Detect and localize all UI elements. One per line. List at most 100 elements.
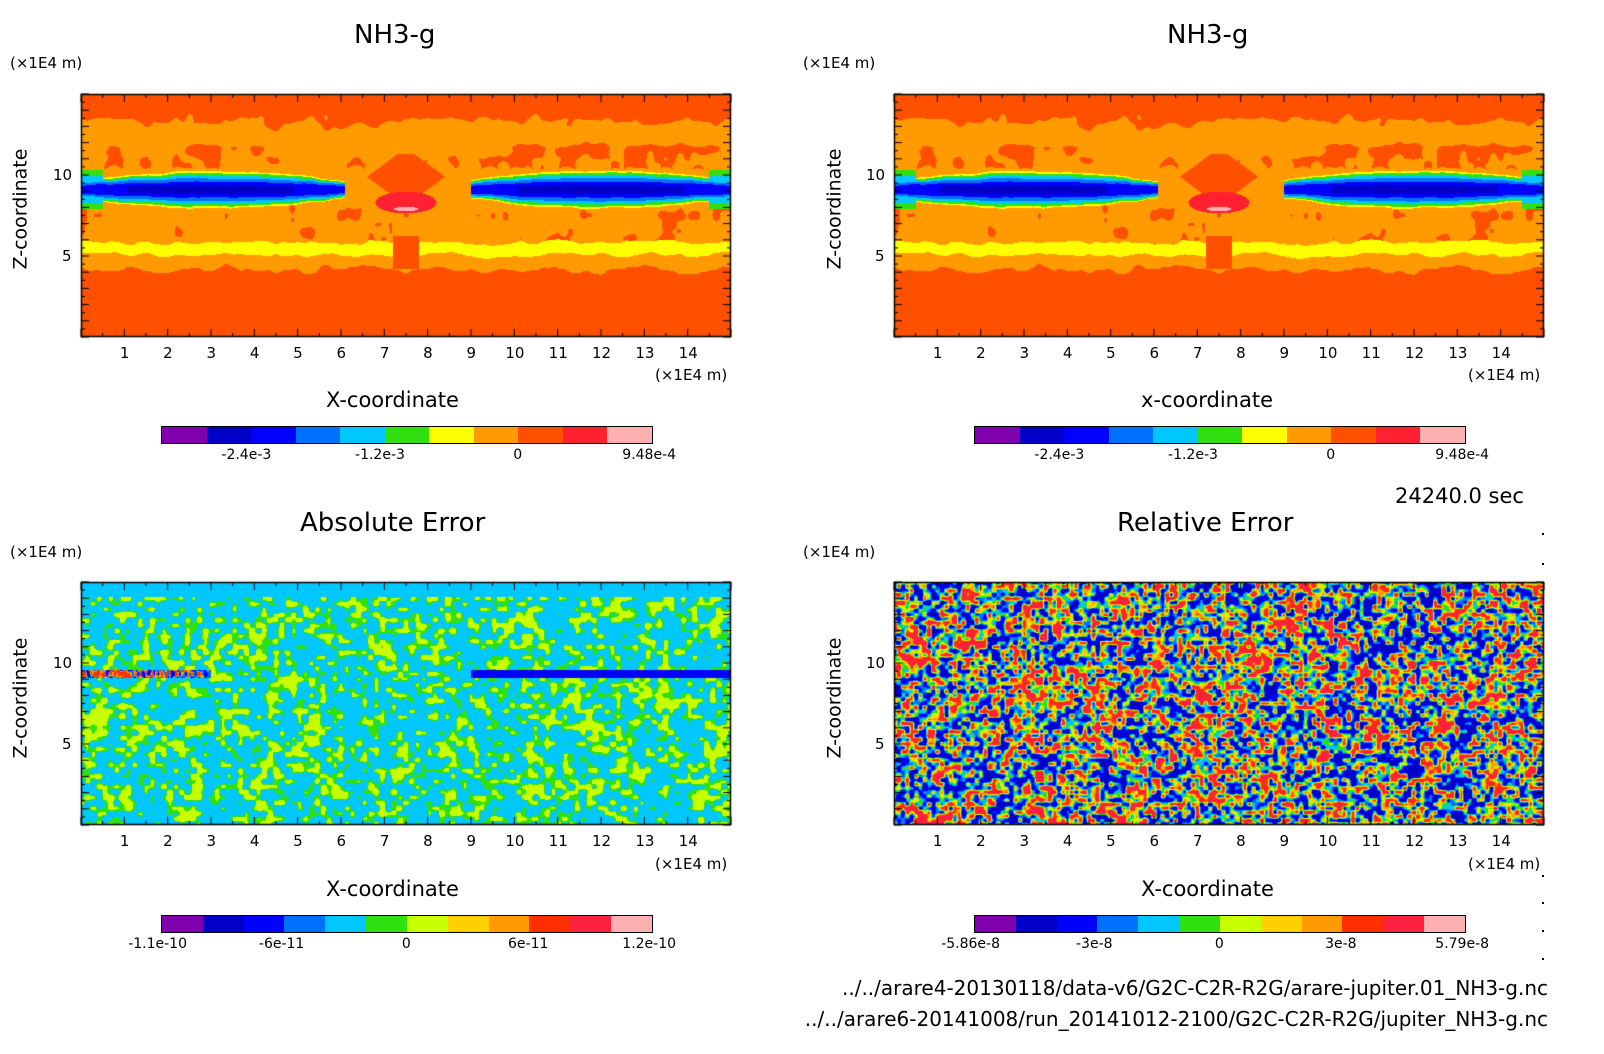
x-tick-label: 1 <box>119 832 130 850</box>
y-units: (×1E4 m) <box>10 543 83 561</box>
x-tick-label: 11 <box>1361 344 1381 362</box>
colorbar-swatch <box>1375 427 1421 443</box>
x-tick-label: 6 <box>336 344 347 362</box>
colorbar-swatch <box>1056 916 1098 932</box>
time-label: 24240.0 sec <box>1395 484 1524 508</box>
colorbar <box>161 426 653 444</box>
x-tick-label: 7 <box>379 832 390 850</box>
x-tick-label: 1 <box>932 344 943 362</box>
colorbar-label: 3e-8 <box>1325 936 1357 952</box>
x-units: (×1E4 m) <box>1468 855 1541 873</box>
colorbar-swatch <box>1179 916 1220 932</box>
x-tick-label: 12 <box>1405 832 1425 850</box>
x-tick-label: 1 <box>119 344 130 362</box>
x-tick-label: 3 <box>1019 832 1030 850</box>
x-tick-label: 12 <box>1405 344 1425 362</box>
colorbar-swatch <box>1260 916 1302 932</box>
x-tick-label: 4 <box>1062 344 1073 362</box>
x-tick-label: 14 <box>678 832 698 850</box>
colorbar-label: -2.4e-3 <box>221 447 272 463</box>
x-tick-label: 5 <box>293 344 303 362</box>
margin-dot <box>1542 902 1544 904</box>
margin-dot <box>1542 563 1544 565</box>
x-tick-label: 2 <box>976 344 986 362</box>
colorbar-swatch <box>251 427 296 443</box>
x-tick-label: 13 <box>1448 344 1468 362</box>
x-tick-label: 3 <box>206 344 217 362</box>
colorbar <box>974 426 1466 444</box>
x-tick-label: 2 <box>163 832 173 850</box>
colorbar-swatch <box>1153 427 1198 443</box>
colorbar-swatch <box>1064 427 1109 443</box>
margin-dot <box>1542 875 1544 877</box>
colorbar-swatch <box>1342 916 1384 932</box>
colorbar-label: 0 <box>1326 447 1336 463</box>
y-axis-title: Z-coordinate <box>9 637 32 759</box>
x-tick-label: 7 <box>1192 344 1203 362</box>
x-axis-title: X-coordinate <box>1141 877 1274 901</box>
colorbar-label: 0 <box>1214 936 1224 952</box>
colorbar-label: 9.48e-4 <box>622 447 677 463</box>
x-tick-label: 14 <box>678 344 698 362</box>
file-path-2: ../../arare6-20141008/run_20141012-2100/… <box>804 1007 1548 1031</box>
colorbar-swatch <box>1197 427 1243 443</box>
x-tick-label: 7 <box>1192 832 1203 850</box>
colorbar-swatch <box>366 916 407 932</box>
y-axis-title: Z-coordinate <box>9 148 32 270</box>
x-tick-label: 13 <box>635 344 655 362</box>
colorbar-label: -1.2e-3 <box>355 447 405 463</box>
colorbar-swatch <box>406 916 448 932</box>
x-tick-label: 8 <box>423 344 433 362</box>
colorbar-swatch <box>429 427 474 443</box>
colorbar-swatch <box>1219 916 1261 932</box>
y-tick-label: 10 <box>866 166 886 184</box>
x-tick-label: 8 <box>423 832 433 850</box>
colorbar-swatch <box>529 916 571 932</box>
colorbar-swatch <box>1108 427 1154 443</box>
x-tick-label: 1 <box>932 832 943 850</box>
y-tick-label: 5 <box>62 735 72 753</box>
colorbar <box>974 915 1466 933</box>
x-tick-label: 8 <box>1236 344 1246 362</box>
x-tick-label: 11 <box>548 832 568 850</box>
colorbar-label: -2.4e-3 <box>1034 447 1085 463</box>
x-units: (×1E4 m) <box>655 366 728 384</box>
x-tick-label: 5 <box>1106 344 1116 362</box>
x-tick-label: 9 <box>466 344 477 362</box>
colorbar-swatch <box>1331 427 1376 443</box>
colorbar-swatch <box>1242 427 1287 443</box>
y-tick-label: 5 <box>875 247 885 265</box>
colorbar-swatch <box>1424 916 1465 932</box>
colorbar-swatch <box>607 427 653 443</box>
y-tick-label: 5 <box>875 735 885 753</box>
panel-title: Relative Error <box>1117 508 1294 538</box>
colorbar-swatch <box>325 916 367 932</box>
colorbar-label: 6e-11 <box>508 936 549 952</box>
x-tick-label: 11 <box>1361 832 1381 850</box>
x-tick-label: 8 <box>1236 832 1246 850</box>
x-axis-title: x-coordinate <box>1141 388 1274 412</box>
x-tick-label: 10 <box>1318 344 1338 362</box>
x-tick-label: 11 <box>548 344 568 362</box>
colorbar-label: -5.86e-8 <box>941 936 1000 952</box>
x-tick-label: 14 <box>1491 344 1511 362</box>
colorbar-swatch <box>473 427 519 443</box>
x-tick-label: 9 <box>466 832 477 850</box>
colorbar-swatch <box>1420 427 1466 443</box>
colorbar-swatch <box>975 916 1016 932</box>
colorbar-label: -1.1e-10 <box>128 936 187 952</box>
panel-title: Absolute Error <box>300 508 486 538</box>
colorbar-swatch <box>975 427 1020 443</box>
colorbar-swatch <box>340 427 385 443</box>
x-tick-label: 10 <box>505 832 525 850</box>
colorbar-swatch <box>162 427 207 443</box>
x-tick-label: 4 <box>249 344 260 362</box>
y-units: (×1E4 m) <box>10 54 83 72</box>
x-units: (×1E4 m) <box>655 855 728 873</box>
margin-dot <box>1542 533 1544 535</box>
x-tick-label: 6 <box>1149 344 1160 362</box>
x-tick-label: 3 <box>1019 344 1030 362</box>
y-axis-title: Z-coordinate <box>823 637 846 759</box>
colorbar-swatch <box>1019 427 1065 443</box>
file-path-1: ../../arare4-20130118/data-v6/G2C-C2R-R2… <box>841 976 1548 1000</box>
